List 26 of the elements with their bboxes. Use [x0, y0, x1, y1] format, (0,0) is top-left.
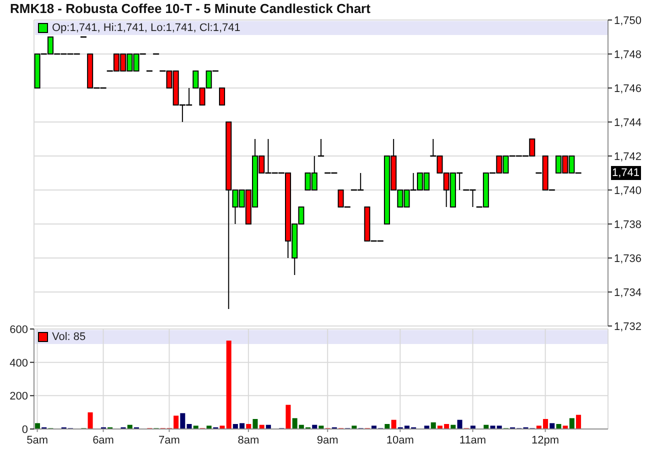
x-tick-label: 7am [158, 434, 180, 446]
x-tick-label: 12pm [532, 434, 560, 446]
y-tick-label: 1,746 [614, 82, 642, 95]
y-tick-label: 1,738 [614, 218, 642, 231]
y-tick-label: 1,736 [614, 252, 642, 265]
y-tick-label: 400 [10, 357, 28, 370]
y-tick-label: 1,748 [614, 48, 642, 61]
chart-title: RMK18 - Robusta Coffee 10-T - 5 Minute Candlestick Chart [10, 1, 370, 16]
y-tick-label: 600 [10, 324, 28, 336]
x-tick-label: 8am [238, 434, 260, 446]
y-tick-label: 1,750 [614, 14, 642, 27]
x-tick-label: 9am [316, 434, 338, 446]
y-tick-label: 1,742 [614, 150, 642, 163]
y-tick-label: 1,734 [614, 286, 642, 299]
x-tick-label: 10am [386, 434, 414, 446]
x-tick-label: 5am [26, 434, 48, 446]
y-tick-label: 1,744 [614, 116, 642, 129]
y-tick-label: 200 [10, 390, 28, 403]
annotation: Op:1,741, Hi:1,741, Lo:1,741, Cl:1,741 [52, 22, 240, 34]
y-tick-label: 0 [22, 424, 28, 436]
text: 1,741 [612, 167, 640, 179]
y-tick-label: 1,740 [614, 184, 642, 197]
x-tick-label: 11am [459, 434, 486, 446]
annotation: Vol: 85 [52, 331, 86, 343]
x-tick-label: 6am [92, 434, 114, 446]
y-tick-label: 1,732 [614, 320, 642, 333]
